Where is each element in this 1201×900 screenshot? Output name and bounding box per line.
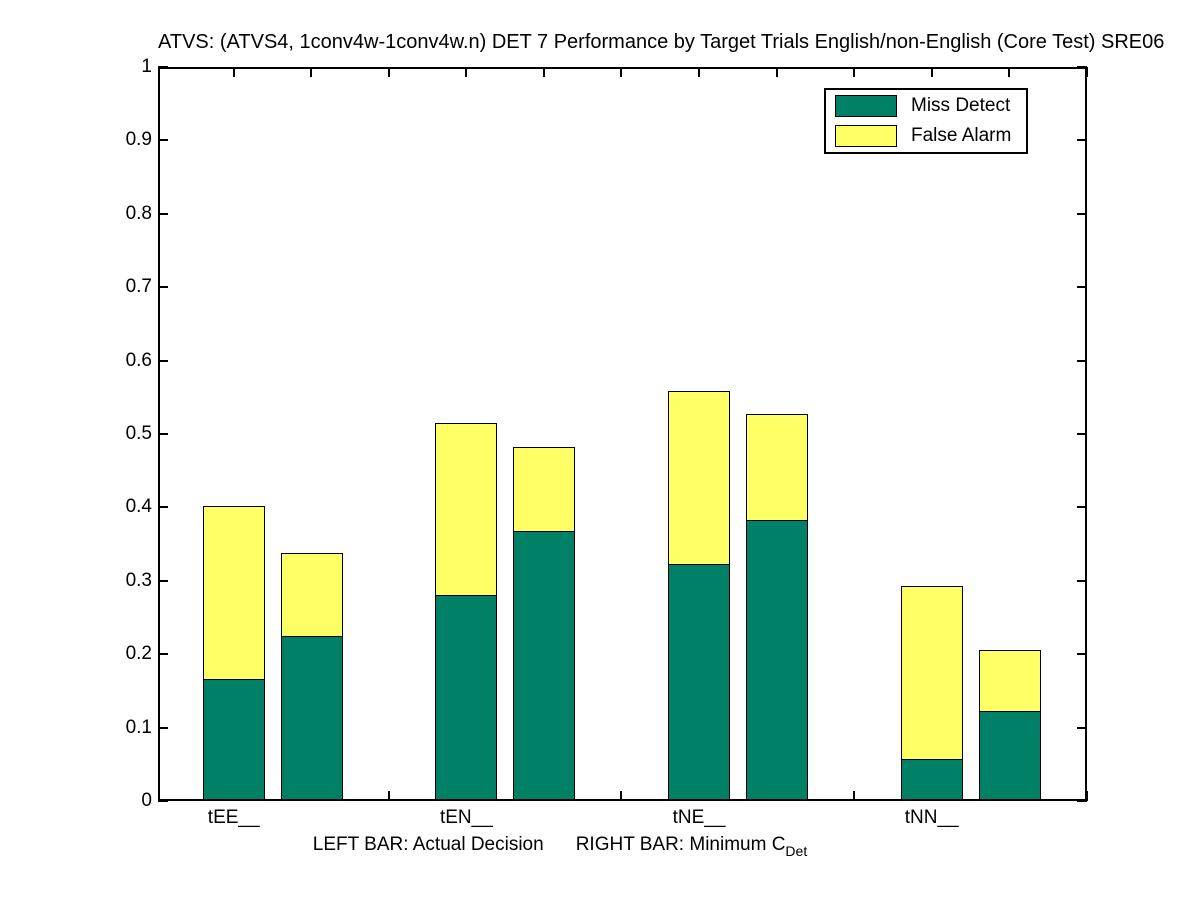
y-tick-label: 0.7 — [125, 276, 152, 297]
y-axis-tick-left — [158, 800, 168, 802]
y-tick-label: 0.1 — [125, 717, 152, 738]
y-tick-label: 0.8 — [125, 203, 152, 224]
bar-segment-miss-actual-1 — [203, 678, 265, 800]
y-axis-tick-left — [158, 506, 168, 508]
bar-segment-miss-min-cdet-3 — [746, 519, 808, 800]
legend-label: Miss Detect — [911, 95, 1011, 116]
x-axis-tick-top — [853, 67, 855, 77]
y-axis-tick-right — [1077, 360, 1087, 362]
y-axis-tick-right — [1077, 727, 1087, 729]
x-axis-tick-top — [388, 67, 390, 77]
y-tick-label: 0.2 — [125, 643, 152, 664]
x-axis-tick-top — [543, 67, 545, 77]
bar-segment-false-alarm-actual-1 — [203, 506, 265, 680]
bar-segment-miss-actual-4 — [901, 758, 963, 800]
y-axis-tick-right — [1077, 580, 1087, 582]
bar-segment-false-alarm-min-cdet-2 — [513, 447, 575, 532]
bar-segment-false-alarm-min-cdet-1 — [281, 553, 343, 637]
x-axis-label: LEFT BAR: Actual Decision RIGHT BAR: Mini… — [312, 833, 808, 859]
bar-segment-false-alarm-actual-4 — [901, 586, 963, 760]
bar-segment-false-alarm-actual-3 — [668, 391, 730, 565]
legend-swatch-miss-detect — [835, 95, 897, 117]
x-tick-label: tNN__ — [904, 807, 959, 828]
x-axis-tick-top — [310, 67, 312, 77]
x-tick-label: tEE__ — [207, 807, 260, 828]
legend-item: False Alarm — [835, 125, 1020, 147]
y-axis-tick-right — [1077, 139, 1087, 141]
legend-swatch-false-alarm — [835, 125, 897, 147]
y-tick-label: 0.6 — [125, 350, 152, 371]
bar-segment-false-alarm-min-cdet-4 — [979, 650, 1041, 712]
y-axis-tick-left — [158, 139, 168, 141]
x-axis-tick-top — [776, 67, 778, 77]
x-axis-tick-top — [233, 67, 235, 77]
y-axis-tick-left — [158, 213, 168, 215]
chart-title: ATVS: (ATVS4, 1conv4w-1conv4w.n) DET 7 P… — [158, 31, 1165, 53]
x-axis-label-right: RIGHT BAR: Minimum C — [575, 834, 786, 855]
y-tick-label: 0.3 — [125, 570, 152, 591]
x-axis-tick-bottom — [388, 791, 390, 801]
y-tick-label: 0.4 — [125, 496, 152, 517]
bar-segment-miss-min-cdet-2 — [513, 530, 575, 800]
x-axis-label-left: LEFT BAR: Actual Decision — [312, 834, 544, 855]
bar-segment-miss-actual-3 — [668, 563, 730, 800]
y-axis-tick-right — [1077, 213, 1087, 215]
x-tick-label: tEN__ — [439, 807, 493, 828]
x-axis-tick-bottom — [620, 791, 622, 801]
x-axis-tick-bottom — [853, 791, 855, 801]
bar-segment-false-alarm-min-cdet-3 — [746, 414, 808, 521]
legend: Miss Detect False Alarm — [824, 88, 1028, 154]
bar-segment-miss-actual-2 — [435, 594, 497, 800]
x-tick-label: tNE__ — [672, 807, 726, 828]
y-axis-tick-right — [1077, 433, 1087, 435]
y-axis-tick-left — [158, 727, 168, 729]
legend-label: False Alarm — [911, 125, 1012, 146]
y-axis-tick-left — [158, 433, 168, 435]
y-axis-tick-right — [1077, 800, 1087, 802]
bar-segment-false-alarm-actual-2 — [435, 423, 497, 596]
legend-item: Miss Detect — [835, 95, 1020, 117]
y-tick-label: 1 — [141, 56, 152, 77]
plot-border-bottom — [158, 799, 1087, 801]
x-axis-tick-top — [698, 67, 700, 77]
y-tick-label: 0.5 — [125, 423, 152, 444]
plot-area — [158, 66, 1088, 802]
y-axis-tick-right — [1077, 286, 1087, 288]
y-axis-tick-left — [158, 66, 168, 68]
y-axis-tick-right — [1077, 66, 1087, 68]
x-axis-tick-top — [931, 67, 933, 77]
x-axis-tick-top — [1008, 67, 1010, 77]
y-axis-tick-left — [158, 286, 168, 288]
bar-segment-miss-min-cdet-4 — [979, 710, 1041, 800]
y-axis-tick-right — [1077, 506, 1087, 508]
plot-border-top — [158, 67, 1087, 69]
x-axis-tick-top — [620, 67, 622, 77]
x-axis-tick-top — [1086, 67, 1088, 77]
y-axis-tick-left — [158, 653, 168, 655]
y-axis-tick-left — [158, 360, 168, 362]
x-axis-tick-bottom — [1086, 791, 1088, 801]
y-axis-tick-left — [158, 580, 168, 582]
y-tick-label: 0.9 — [125, 129, 152, 150]
x-axis-label-subscript: Det — [785, 843, 808, 859]
y-tick-label: 0 — [141, 790, 152, 811]
bar-segment-miss-min-cdet-1 — [281, 635, 343, 800]
y-axis-tick-right — [1077, 653, 1087, 655]
x-axis-tick-top — [465, 67, 467, 77]
